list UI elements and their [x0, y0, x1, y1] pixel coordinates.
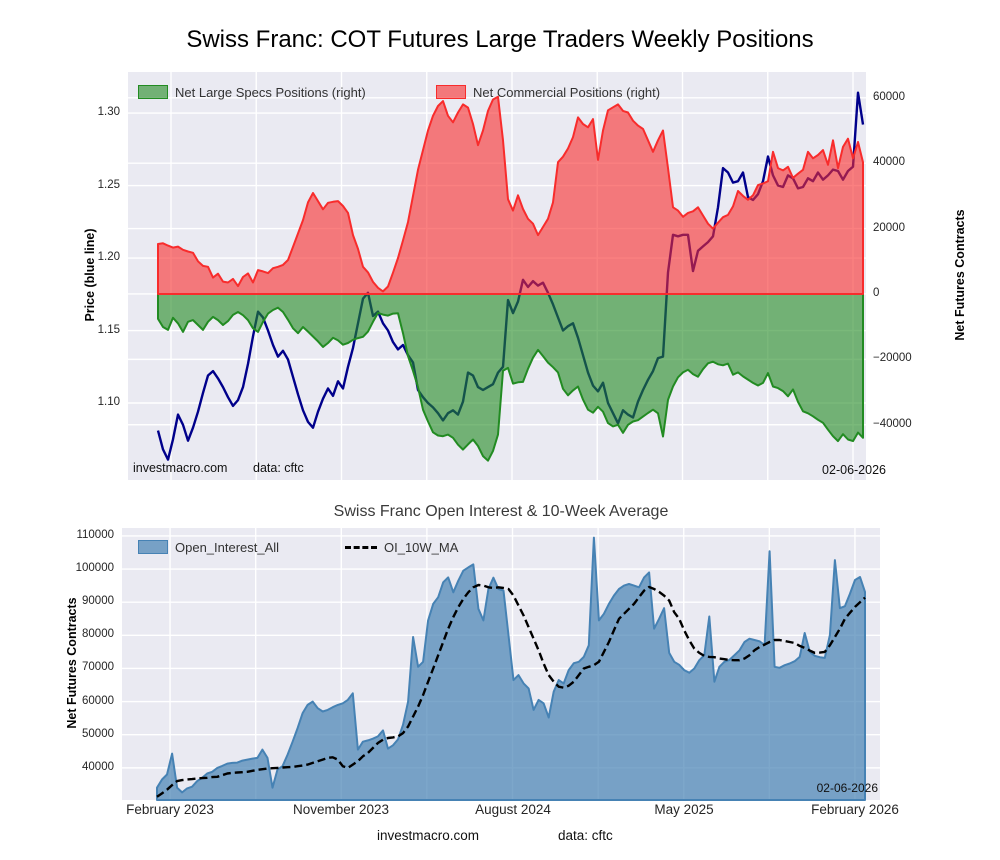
- open-interest-swatch-icon: [138, 540, 168, 554]
- top-date-annotation: 02-06-2026: [822, 463, 886, 477]
- page-title: Swiss Franc: COT Futures Large Traders W…: [186, 26, 814, 53]
- top-left-ytick-label: 1.20: [97, 251, 120, 263]
- top-right-ytick-label: 0: [873, 287, 880, 299]
- legend-label-specs: Net Large Specs Positions (right): [175, 84, 366, 100]
- bottom-ytick-label: 60000: [82, 695, 114, 707]
- bottom-chart-title: Swiss Franc Open Interest & 10-Week Aver…: [333, 503, 669, 520]
- legend-item-specs: Net Large Specs Positions (right): [138, 84, 366, 100]
- top-left-ytick-label: 1.25: [97, 179, 120, 191]
- bottom-ytick-label: 90000: [82, 595, 114, 607]
- legend-label-ma: OI_10W_MA: [384, 539, 459, 555]
- bottom-ytick-label: 80000: [82, 628, 114, 640]
- top-left-axis-title: Price (blue line): [83, 228, 97, 322]
- legend-item-open-interest: Open_Interest_All: [138, 539, 279, 555]
- top-right-ytick-label: 20000: [873, 222, 905, 234]
- top-right-ytick-label: 40000: [873, 156, 905, 168]
- footer-source: investmacro.com: [377, 828, 480, 843]
- xtick-label: May 2025: [654, 802, 714, 817]
- legend-label-open-interest: Open_Interest_All: [175, 539, 280, 555]
- bottom-ytick-label: 100000: [75, 562, 114, 574]
- legend-label-commercials: Net Commercial Positions (right): [473, 84, 661, 100]
- xtick-label: November 2023: [292, 802, 390, 817]
- top-left-ytick-label: 1.15: [97, 324, 120, 336]
- xtick-label: August 2024: [475, 802, 551, 817]
- dashed-line-icon: [345, 545, 377, 549]
- bottom-ytick-label: 40000: [82, 761, 114, 773]
- xtick-label: February 2026: [811, 802, 899, 817]
- top-left-ytick-label: 1.30: [97, 106, 120, 118]
- top-right-ytick-label: −20000: [873, 352, 912, 364]
- bottom-ytick-label: 70000: [82, 661, 114, 673]
- top-source-annotation: investmacro.com: [133, 461, 228, 475]
- bottom-ytick-label: 110000: [76, 529, 114, 541]
- top-right-ytick-label: −40000: [873, 418, 912, 430]
- legend-item-ma: OI_10W_MA: [345, 539, 458, 555]
- bottom-date-annotation: 02-06-2026: [816, 781, 878, 795]
- bottom-ytick-label: 50000: [82, 728, 114, 740]
- footer-datasource: data: cftc: [558, 828, 613, 843]
- commercials-swatch-icon: [436, 85, 466, 99]
- specs-swatch-icon: [138, 85, 168, 99]
- top-left-ytick-label: 1.10: [97, 396, 120, 408]
- xtick-label: February 2023: [126, 802, 214, 817]
- top-datasource-annotation: data: cftc: [253, 461, 304, 475]
- top-right-axis-title: Net Futures Contracts: [953, 209, 967, 341]
- legend-item-commercials: Net Commercial Positions (right): [436, 84, 660, 100]
- top-right-ytick-label: 60000: [873, 91, 905, 103]
